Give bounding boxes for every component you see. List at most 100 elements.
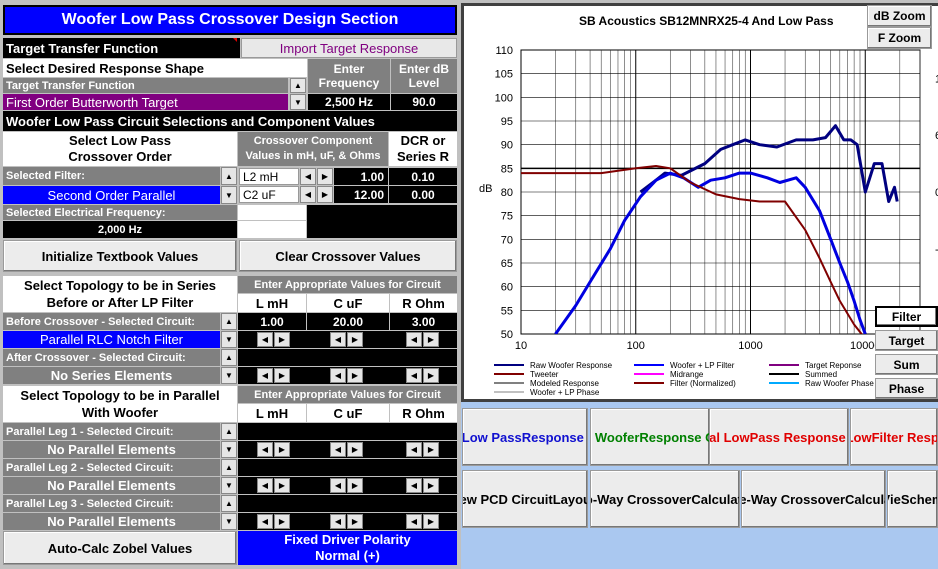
after-l-right[interactable]: ▶ <box>274 368 290 383</box>
leg1-r-left[interactable]: ◀ <box>406 442 422 457</box>
after-up-arrow[interactable]: ▲ <box>221 349 237 366</box>
series-filter-normalized- <box>521 165 863 334</box>
leg1-l-right[interactable]: ▶ <box>274 442 290 457</box>
before-circuit-select[interactable]: Parallel RLC Notch Filter <box>3 331 220 348</box>
legend-item: Woofer + LP Filter <box>670 361 735 370</box>
before-c-left[interactable]: ◀ <box>330 332 346 347</box>
three-way-calculators-button-line1: Three-Way Crossover <box>741 491 846 507</box>
before-up-arrow[interactable]: ▲ <box>221 313 237 330</box>
before-l-left[interactable]: ◀ <box>257 332 273 347</box>
initialize-textbook-button[interactable]: Initialize Textbook Values <box>3 240 237 272</box>
after-c-right[interactable]: ▶ <box>347 368 363 383</box>
target-toggle-button[interactable]: Target <box>875 330 938 351</box>
component-value-2[interactable]: 12.00 <box>334 186 388 203</box>
y-tick-label: 105 <box>495 69 513 81</box>
dcr-line1: DCR or <box>400 133 446 148</box>
parallel-leg-2-label: Parallel Leg 2 - Selected Circuit: <box>3 459 220 476</box>
leg1-l-left[interactable]: ◀ <box>257 442 273 457</box>
sum-toggle-button[interactable]: Sum <box>875 354 938 375</box>
polarity-display[interactable]: Fixed Driver Polarity Normal (+) <box>238 531 457 565</box>
phase-toggle-button[interactable]: Phase <box>875 378 938 399</box>
leg2-up-arrow[interactable]: ▲ <box>221 459 237 476</box>
f-zoom-button[interactable]: F Zoom <box>867 27 932 49</box>
legend-item: Summed <box>805 370 837 379</box>
two-way-calculators-button[interactable]: Two-Way CrossoverCalculators <box>590 470 740 528</box>
after-down-arrow[interactable]: ▼ <box>221 367 237 384</box>
before-l-right[interactable]: ▶ <box>274 332 290 347</box>
comp2-right-arrow[interactable]: ▶ <box>317 186 333 203</box>
filter-down-arrow[interactable]: ▼ <box>221 186 237 204</box>
leg2-r-right[interactable]: ▶ <box>423 478 439 493</box>
before-down-arrow[interactable]: ▼ <box>221 331 237 348</box>
leg3-r-right[interactable]: ▶ <box>423 514 439 529</box>
parallel-leg-1-select[interactable]: No Parallel Elements <box>3 441 220 458</box>
leg1-up-arrow[interactable]: ▲ <box>221 423 237 440</box>
filter-select[interactable]: Second Order Parallel <box>3 186 220 204</box>
before-r-value[interactable]: 3.00 <box>390 313 457 330</box>
output-total-lp-frd-button-line2: Pass Response to <box>749 429 848 445</box>
import-target-button[interactable]: Import Target Response <box>241 38 457 58</box>
db-input[interactable]: 90.0 <box>391 94 457 110</box>
leg3-c-right[interactable]: ▶ <box>347 514 363 529</box>
before-l-value[interactable]: 1.00 <box>238 313 306 330</box>
view-pcd-layouts-button[interactable]: View PCD CircuitLayouts <box>462 470 588 528</box>
comp2-left-arrow[interactable]: ◀ <box>300 186 316 203</box>
after-l-left[interactable]: ◀ <box>257 368 273 383</box>
before-c-right[interactable]: ▶ <box>347 332 363 347</box>
target-up-arrow[interactable]: ▲ <box>290 78 306 93</box>
output-low-filter-frd-button[interactable]: Output LowFilter RespoFRD Fi <box>850 408 938 466</box>
parallel-leg-2-select[interactable]: No Parallel Elements <box>3 477 220 494</box>
before-r-right[interactable]: ▶ <box>423 332 439 347</box>
leg1-c-right[interactable]: ▶ <box>347 442 363 457</box>
frequency-input[interactable]: 2,500 Hz <box>308 94 390 110</box>
leg3-c-left[interactable]: ◀ <box>330 514 346 529</box>
y-tick-label: 80 <box>501 187 513 199</box>
after-r-right[interactable]: ▶ <box>423 368 439 383</box>
output-low-filter-frd-button-line2: Filter Respo <box>871 429 938 445</box>
leg2-c-left[interactable]: ◀ <box>330 478 346 493</box>
leg1-down-arrow[interactable]: ▼ <box>221 441 237 458</box>
clear-crossover-button[interactable]: Clear Crossover Values <box>239 240 457 272</box>
filter-toggle-button[interactable]: Filter <box>875 306 938 327</box>
component-value-1[interactable]: 1.00 <box>334 168 388 185</box>
three-way-calculators-button[interactable]: Three-Way CrossoverCalculators <box>741 470 886 528</box>
y-tick-label: 85 <box>501 163 513 175</box>
comp1-left-arrow[interactable]: ◀ <box>300 168 316 185</box>
leg3-l-left[interactable]: ◀ <box>257 514 273 529</box>
component-dcr-2[interactable]: 0.00 <box>389 186 457 203</box>
leg3-down-arrow[interactable]: ▼ <box>221 513 237 530</box>
legend-item: Midrange <box>670 370 704 379</box>
leg2-l-right[interactable]: ▶ <box>274 478 290 493</box>
comp1-right-arrow[interactable]: ▶ <box>317 168 333 185</box>
target-select[interactable]: First Order Butterworth Target <box>3 94 288 110</box>
leg2-r-left[interactable]: ◀ <box>406 478 422 493</box>
leg3-l-right[interactable]: ▶ <box>274 514 290 529</box>
before-r-left[interactable]: ◀ <box>406 332 422 347</box>
leg3-r-left[interactable]: ◀ <box>406 514 422 529</box>
view-schematics-button[interactable]: VieSchem <box>887 470 938 528</box>
leg2-l-left[interactable]: ◀ <box>257 478 273 493</box>
col-c-header-2: C uF <box>307 404 389 422</box>
db-zoom-button[interactable]: dB Zoom <box>867 5 932 27</box>
leg2-c-right[interactable]: ▶ <box>347 478 363 493</box>
before-c-value[interactable]: 20.00 <box>307 313 389 330</box>
leg1-r-right[interactable]: ▶ <box>423 442 439 457</box>
filter-up-arrow[interactable]: ▲ <box>221 167 237 185</box>
leg2-down-arrow[interactable]: ▼ <box>221 477 237 494</box>
chart-panel: 50 55 60 65 70 75 80 85 90 95 100 105 110 10 100 1000 10… <box>461 3 938 402</box>
parallel-leg-3-select[interactable]: No Parallel Elements <box>3 513 220 530</box>
leg1-c-left[interactable]: ◀ <box>330 442 346 457</box>
topo-series-header: Select Topology to be in Series Before or… <box>3 276 237 312</box>
enter-freq-line1: Enter <box>333 62 365 76</box>
after-r-left[interactable]: ◀ <box>406 368 422 383</box>
auto-calc-zobel-button[interactable]: Auto-Calc Zobel Values <box>3 531 237 565</box>
after-c-left[interactable]: ◀ <box>330 368 346 383</box>
target-down-arrow[interactable]: ▼ <box>290 94 306 110</box>
save-woofer-chart-button-line1: Save Woofer <box>591 429 640 445</box>
after-circuit-select[interactable]: No Series Elements <box>3 367 220 384</box>
leg3-up-arrow[interactable]: ▲ <box>221 495 237 512</box>
component-dcr-1[interactable]: 0.10 <box>389 168 457 185</box>
